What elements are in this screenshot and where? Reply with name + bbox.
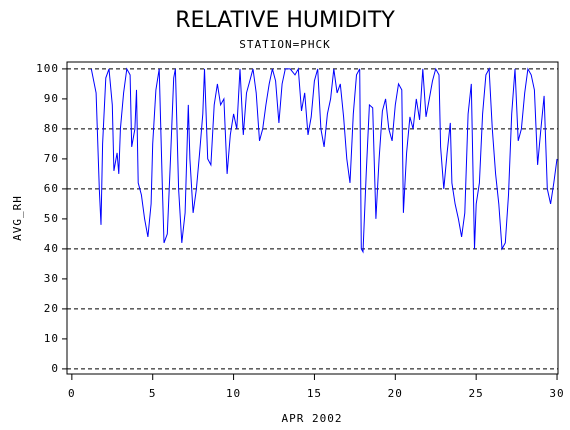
- y-tick-label: 70: [44, 152, 59, 165]
- x-tick-label: 10: [226, 387, 241, 400]
- y-tick-label: 0: [51, 362, 59, 375]
- y-tick-label: 40: [44, 242, 59, 255]
- y-tick-label: 90: [44, 92, 59, 105]
- x-tick-label: 25: [469, 387, 484, 400]
- y-tick-label: 20: [44, 302, 59, 315]
- x-tick-label: 15: [307, 387, 322, 400]
- x-tick-label: 5: [149, 387, 157, 400]
- x-axis-label: APR 2002: [282, 412, 343, 425]
- chart-subtitle: STATION=PHCK: [239, 38, 330, 51]
- x-tick-label: 20: [388, 387, 403, 400]
- y-tick-label: 60: [44, 182, 59, 195]
- x-tick-label: 0: [68, 387, 76, 400]
- y-tick-label: 50: [44, 212, 59, 225]
- y-tick-label: 30: [44, 272, 59, 285]
- y-tick-label: 100: [36, 62, 59, 75]
- y-axis-label: AVG_RH: [11, 195, 24, 241]
- chart-title: RELATIVE HUMIDITY: [175, 8, 395, 33]
- x-tick-label: 30: [549, 387, 564, 400]
- y-tick-label: 80: [44, 122, 59, 135]
- plot-frame: [66, 61, 559, 375]
- y-tick-label: 10: [44, 332, 59, 345]
- data-line: [90, 67, 558, 254]
